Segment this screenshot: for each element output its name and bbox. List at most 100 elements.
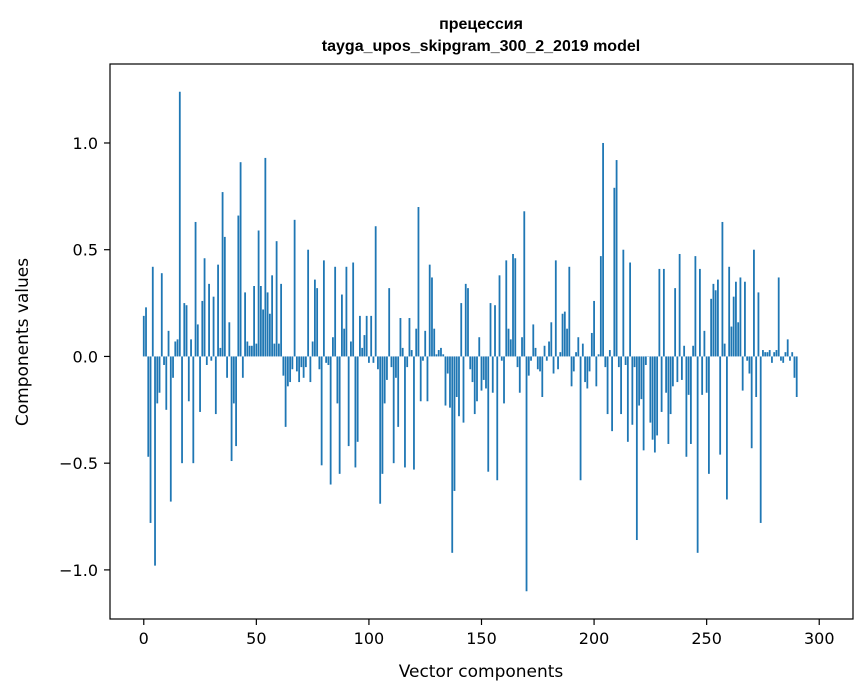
bar-286 xyxy=(786,339,789,357)
bar-34 xyxy=(219,347,222,357)
bar-186 xyxy=(561,313,564,357)
bar-163 xyxy=(509,339,512,357)
bar-25 xyxy=(199,356,201,412)
bar-203 xyxy=(599,256,602,357)
bar-265 xyxy=(739,277,742,357)
bar-261 xyxy=(730,326,733,357)
bar-216 xyxy=(629,262,631,357)
bar-200 xyxy=(593,300,595,357)
bar-60 xyxy=(277,343,280,357)
bar-122 xyxy=(417,207,420,357)
bar-142 xyxy=(462,356,465,423)
bar-243 xyxy=(689,356,692,444)
bar-20 xyxy=(187,356,190,402)
bar-176 xyxy=(539,356,541,372)
bar-13 xyxy=(172,356,174,378)
bar-253 xyxy=(712,283,715,357)
bar-116 xyxy=(404,356,406,468)
bar-251 xyxy=(708,356,710,474)
bar-50 xyxy=(255,343,258,357)
bar-204 xyxy=(602,142,604,357)
bar-151 xyxy=(482,356,485,380)
bar-259 xyxy=(726,356,728,500)
bar-234 xyxy=(669,356,672,415)
bar-167 xyxy=(518,356,521,393)
bar-192 xyxy=(575,352,577,357)
bar-160 xyxy=(503,356,505,404)
bar-128 xyxy=(431,277,433,357)
bar-226 xyxy=(651,356,654,440)
bar-276 xyxy=(764,352,767,357)
chart-subtitle: tayga_upos_skipgram_300_2_2019 model xyxy=(322,38,640,55)
bar-156 xyxy=(494,305,496,357)
bar-24 xyxy=(196,324,199,357)
bar-6 xyxy=(156,356,159,404)
bar-150 xyxy=(480,356,483,391)
bar-91 xyxy=(347,356,350,447)
bar-279 xyxy=(771,356,773,363)
bar-1 xyxy=(145,307,147,357)
bar-64 xyxy=(286,356,289,387)
bar-99 xyxy=(365,315,368,357)
bar-114 xyxy=(399,318,402,357)
bar-46 xyxy=(246,341,249,357)
bar-94 xyxy=(354,356,357,468)
bar-275 xyxy=(762,350,764,357)
bar-138 xyxy=(453,356,456,491)
bar-237 xyxy=(676,356,679,383)
bar-40 xyxy=(232,356,235,404)
bar-81 xyxy=(325,356,328,363)
bar-185 xyxy=(559,352,562,357)
bar-38 xyxy=(228,322,231,357)
x-axis: 0 50 100 150 200 250 300 xyxy=(139,619,835,648)
bar-96 xyxy=(359,315,361,357)
bar-256 xyxy=(719,356,722,455)
bar-233 xyxy=(667,356,670,444)
x-tick-label-300: 300 xyxy=(804,629,835,648)
bar-178 xyxy=(543,345,546,357)
bar-59 xyxy=(275,241,278,357)
bar-4 xyxy=(151,266,154,357)
bar-70 xyxy=(300,356,303,368)
bar-98 xyxy=(363,335,366,357)
bar-247 xyxy=(699,268,701,357)
bar-239 xyxy=(680,356,683,380)
bar-79 xyxy=(320,356,323,466)
bar-232 xyxy=(665,356,668,393)
bar-208 xyxy=(611,356,613,432)
bar-93 xyxy=(352,262,355,357)
bar-36 xyxy=(223,236,226,357)
bar-147 xyxy=(473,356,476,415)
bar-172 xyxy=(530,356,532,361)
bar-183 xyxy=(554,260,557,357)
bar-263 xyxy=(735,281,737,357)
bar-63 xyxy=(284,356,287,427)
bar-17 xyxy=(181,356,183,464)
bar-86 xyxy=(336,356,339,404)
bar-257 xyxy=(721,221,724,357)
bar-198 xyxy=(588,356,591,372)
bar-152 xyxy=(485,356,487,389)
bar-113 xyxy=(397,356,400,427)
bar-37 xyxy=(226,356,228,378)
bar-84 xyxy=(332,337,334,357)
bar-123 xyxy=(419,356,422,402)
bar-215 xyxy=(626,356,629,442)
bar-181 xyxy=(550,322,553,357)
bar-229 xyxy=(658,268,661,357)
bar-62 xyxy=(282,356,285,376)
bar-27 xyxy=(203,258,206,357)
bar-9 xyxy=(163,356,165,365)
bar-207 xyxy=(608,350,611,357)
bar-190 xyxy=(570,356,573,387)
bar-83 xyxy=(329,356,332,485)
bar-101 xyxy=(370,315,373,357)
bar-148 xyxy=(476,356,478,402)
bar-260 xyxy=(728,266,731,357)
bar-153 xyxy=(487,356,490,472)
bar-52 xyxy=(259,286,262,357)
bar-238 xyxy=(678,253,681,357)
bar-289 xyxy=(793,356,796,378)
bar-197 xyxy=(586,356,589,389)
